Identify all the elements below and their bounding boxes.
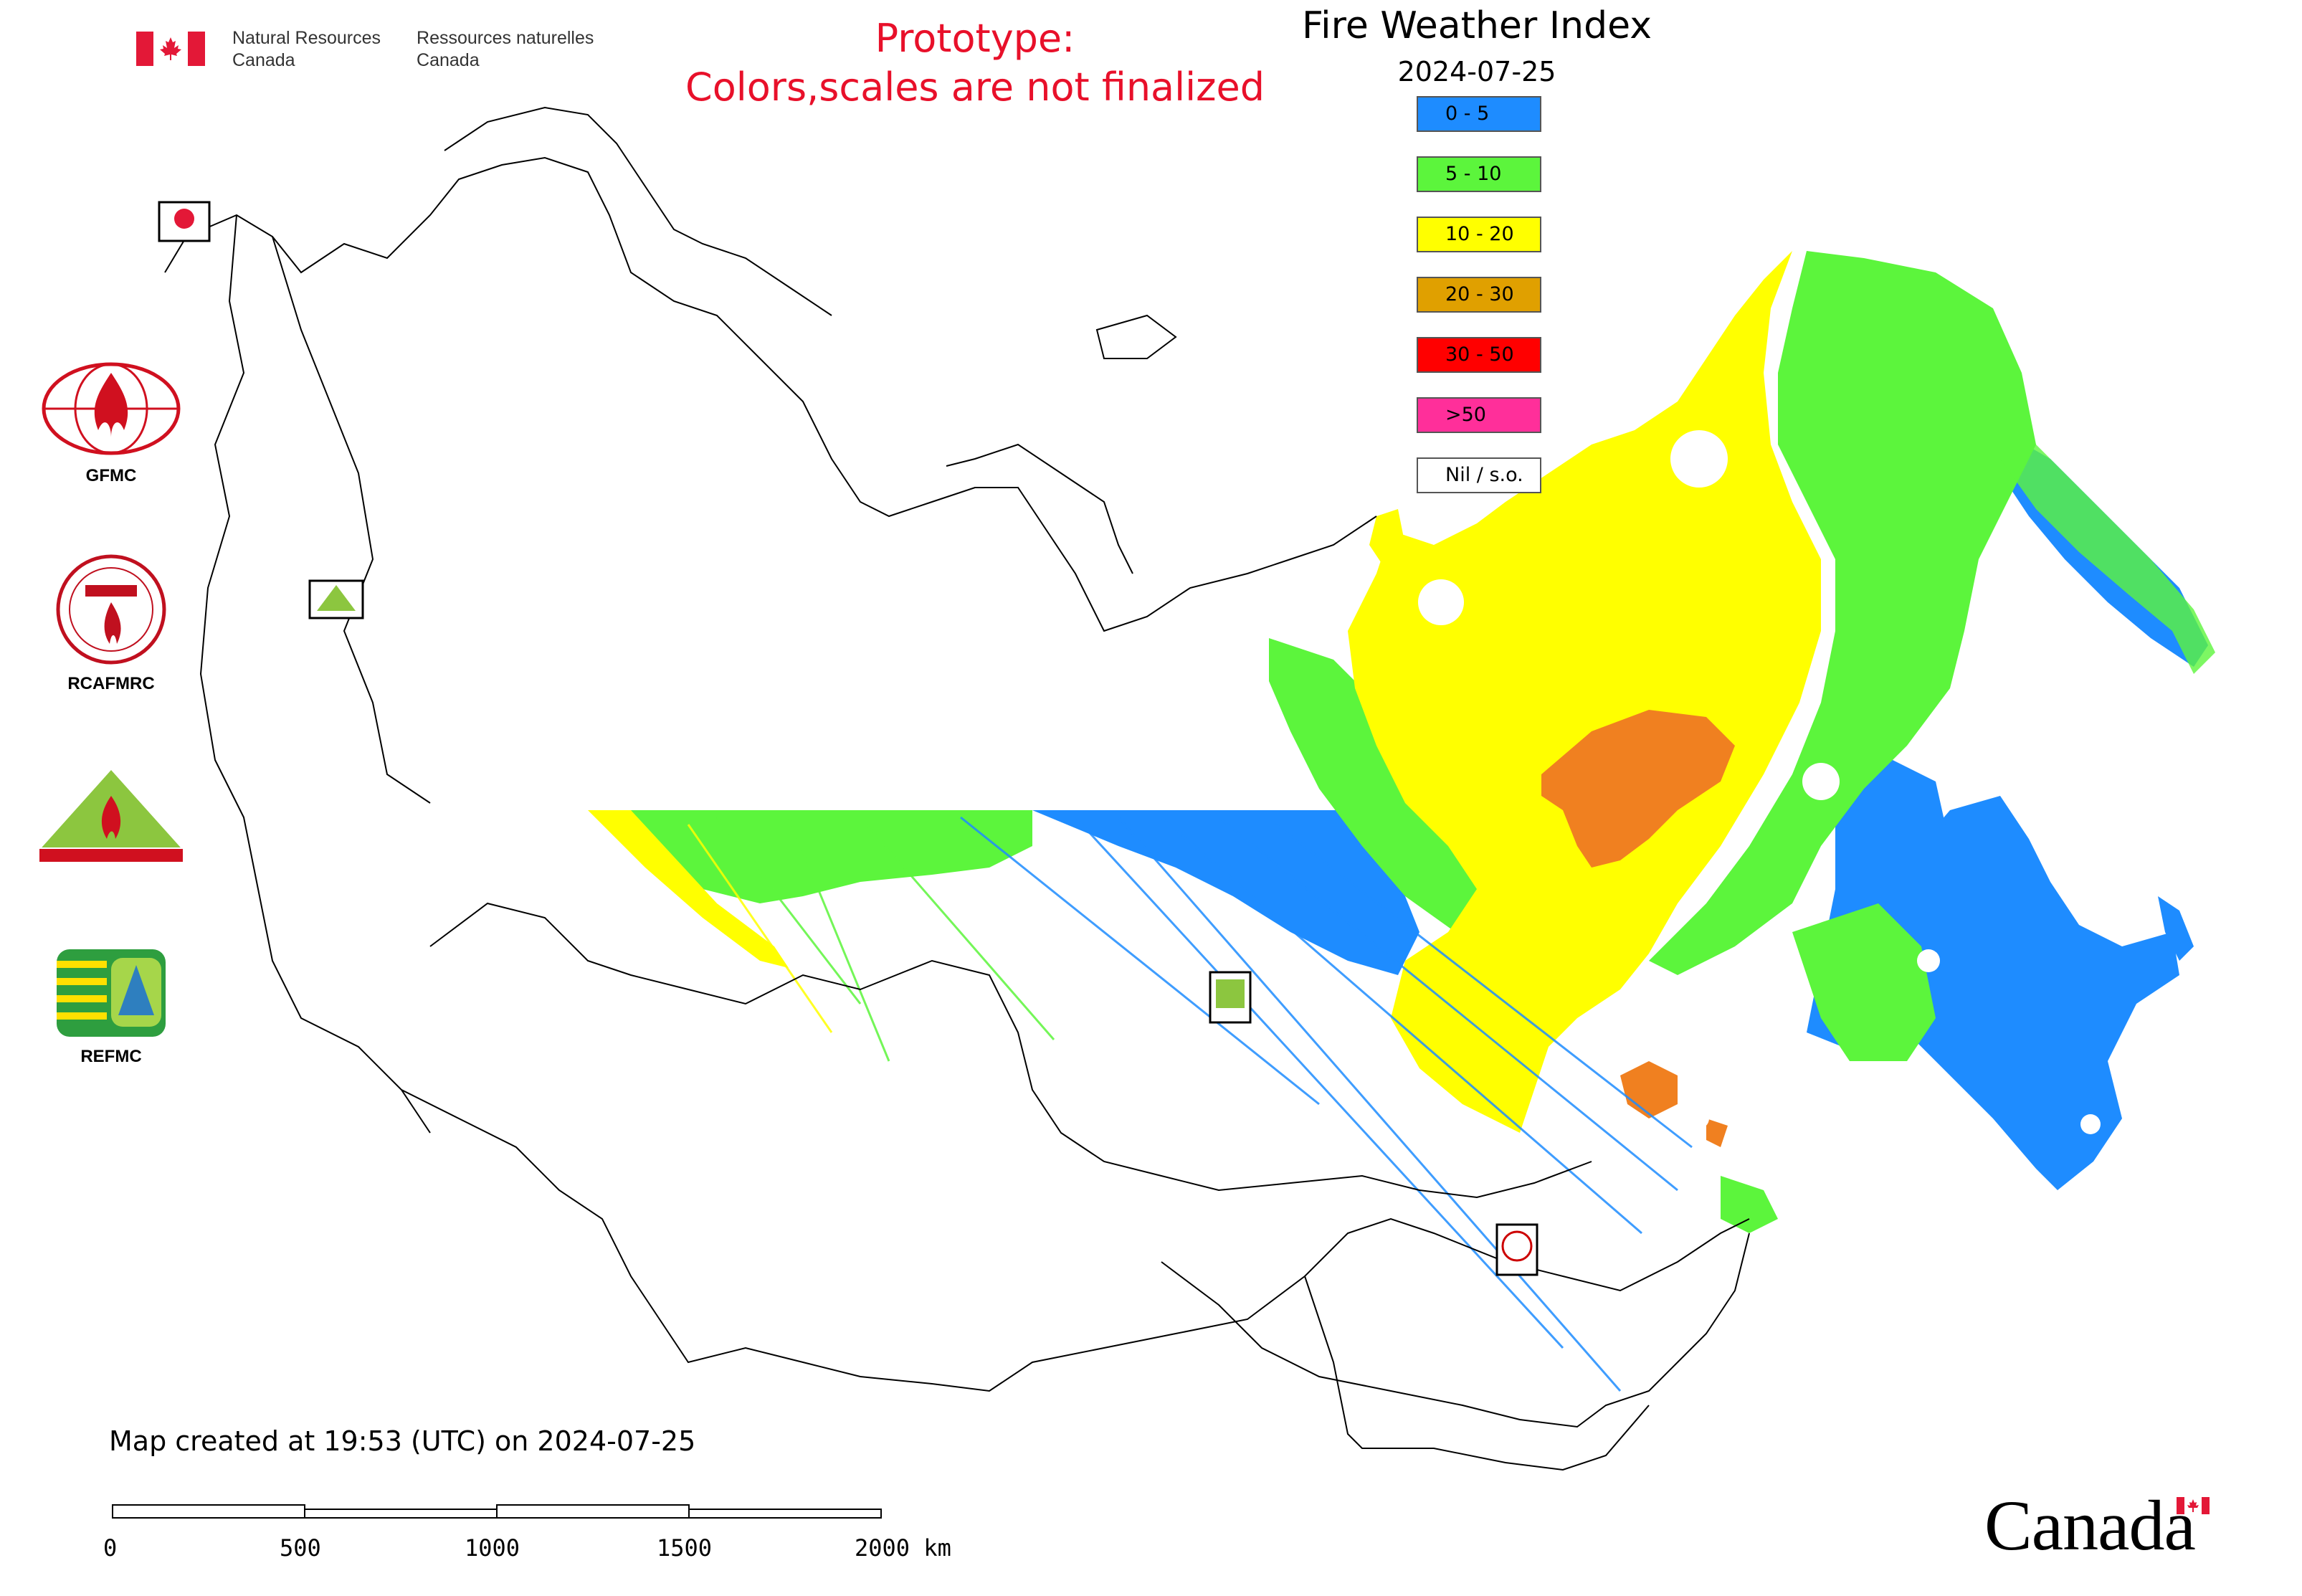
region-orange-south: [1620, 1061, 1678, 1118]
region-orange-centre: [1541, 710, 1735, 868]
refmc-caption: REFMC: [80, 1047, 142, 1066]
legend-item-nil: Nil / s.o.: [1417, 457, 1541, 493]
fwi-raster: [588, 251, 2215, 1392]
outline-scandinavia: [444, 106, 832, 316]
legend-item-20-30: 20 - 30: [1417, 277, 1541, 313]
outline-mongolia: [1161, 1232, 1750, 1428]
org-name-en: Natural Resources Canada: [232, 28, 381, 70]
refmc-logo: REFMC: [29, 946, 194, 1067]
outline-inner-1: [272, 236, 431, 804]
region-orange-small: [1706, 1118, 1728, 1147]
scale-label-1500: 1500: [657, 1534, 713, 1562]
region-green-kamchatka: [1979, 402, 2215, 674]
outline-arctic-coast: [946, 443, 1133, 574]
scale-label-2000: 2000 km: [855, 1534, 951, 1562]
rcafmrc-logo: RCAFMRC: [29, 552, 194, 694]
legend-item-30-50: 30 - 50: [1417, 337, 1541, 373]
rcafmrc-emblem-icon: [56, 554, 166, 665]
map-logo-markers: [158, 201, 1538, 1276]
region-green-patch: [1721, 1176, 1778, 1233]
nil-hole-2: [1418, 579, 1464, 625]
region-blue-bay: [2158, 896, 2194, 961]
reefmc-emblem-icon: [37, 770, 186, 863]
outline-north-europe: [164, 156, 1377, 632]
country-outlines: [164, 106, 1750, 1471]
outline-island: [1095, 314, 1177, 359]
org-name-fr: Ressources naturelles Canada: [417, 28, 594, 70]
scale-bar: [112, 1504, 882, 1524]
canada-flag-icon: [136, 32, 205, 66]
scale-labels: 0 500 1000 1500 2000 km: [0, 1534, 2302, 1570]
scale-label-1000: 1000: [465, 1534, 520, 1562]
legend-item-10-20: 10 - 20: [1417, 217, 1541, 252]
rcafmrc-caption: RCAFMRC: [67, 674, 155, 693]
outline-west-border: [199, 214, 431, 1134]
outline-china: [1304, 1276, 1650, 1471]
legend-item-5-10: 5 - 10: [1417, 156, 1541, 192]
map-title: Fire Weather Index: [1302, 4, 1652, 47]
gfmc-emblem-icon: [42, 362, 181, 455]
region-green-slant: [631, 810, 1032, 903]
map-date: 2024-07-25: [1397, 56, 1556, 87]
nil-hole-3: [1802, 763, 1840, 800]
canada-wordmark: Canada: [1984, 1484, 2210, 1567]
prototype-notice: Prototype: Colors,scales are not finaliz…: [685, 16, 1265, 110]
nrcan-signature: Natural Resources Canada Ressources natu…: [136, 27, 594, 77]
scale-label-0: 0: [103, 1534, 118, 1562]
wordmark-flag-icon: [2177, 1497, 2210, 1514]
map-created-text: Map created at 19:53 (UTC) on 2024-07-25: [109, 1425, 696, 1457]
gfmc-logo: GFMC: [29, 358, 194, 486]
nil-hole-1: [1670, 430, 1728, 488]
scale-label-500: 500: [280, 1534, 321, 1562]
refmc-emblem-icon: [57, 949, 166, 1037]
outline-south: [401, 1089, 1750, 1392]
region-green-south: [1792, 903, 1936, 1061]
region-yellow-islet: [1369, 509, 1405, 566]
region-green-west: [1269, 638, 1491, 932]
legend: 0 - 5 5 - 10 10 - 20 20 - 30 30 - 50 >50…: [1417, 96, 1546, 518]
nil-hole-6: [1689, 1108, 1709, 1129]
nil-hole-4: [1917, 949, 1940, 972]
region-green-north: [1649, 251, 2036, 975]
region-blue-west-strip: [1032, 810, 1419, 975]
reefmc-logo: [29, 767, 194, 870]
outline-kazakhstan: [429, 902, 1592, 1199]
region-yellow-slant: [588, 810, 789, 968]
streak-lines: [687, 816, 1693, 1392]
gfmc-caption: GFMC: [85, 466, 137, 485]
nil-hole-5: [2080, 1114, 2101, 1134]
legend-item-0-5: 0 - 5: [1417, 96, 1541, 132]
legend-item-over-50: >50: [1417, 397, 1541, 433]
